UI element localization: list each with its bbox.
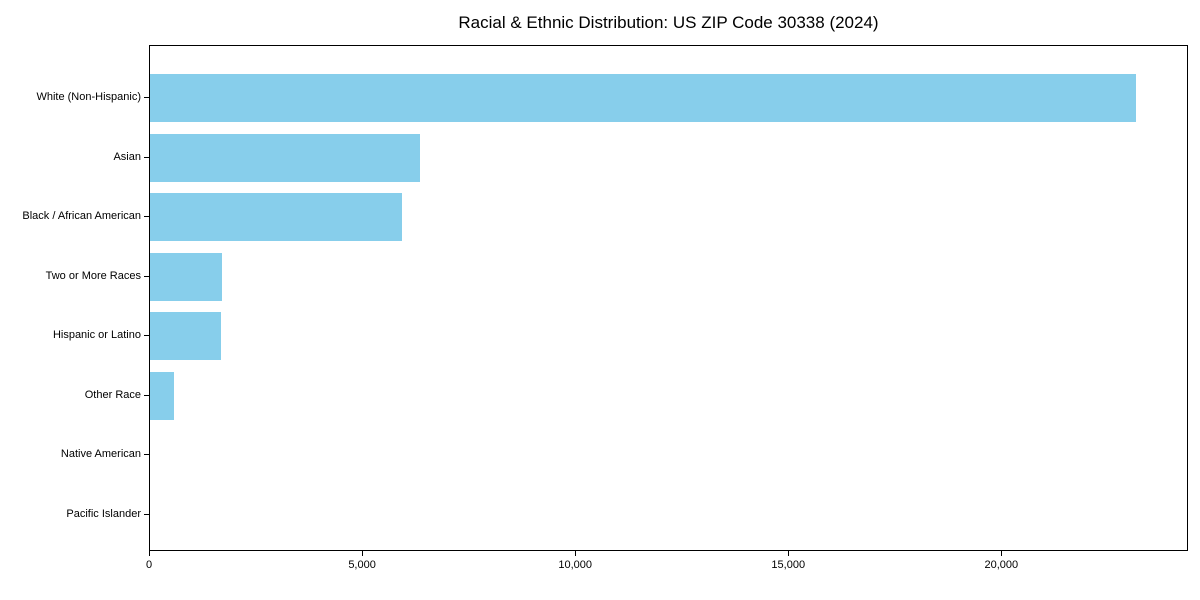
x-tick-mark bbox=[362, 551, 364, 556]
bar-black-african-american bbox=[150, 193, 402, 241]
y-tick-label: Pacific Islander bbox=[66, 507, 141, 520]
bar-other-race bbox=[150, 371, 175, 420]
x-tick-label: 20,000 bbox=[984, 559, 1019, 571]
bar-hispanic-or-latino bbox=[150, 312, 222, 360]
x-tick-mark bbox=[1001, 551, 1003, 556]
bar-white-non-hispanic bbox=[150, 74, 1136, 122]
y-tick-mark bbox=[144, 394, 149, 396]
bar-two-or-more-races bbox=[150, 252, 223, 301]
x-tick-label: 0 bbox=[145, 559, 153, 571]
y-tick-mark bbox=[144, 335, 149, 336]
y-tick-mark bbox=[144, 97, 149, 98]
y-tick-label: Asian bbox=[113, 150, 141, 163]
y-tick-mark bbox=[144, 454, 149, 455]
y-tick-label: Black / African American bbox=[22, 210, 141, 222]
bar-asian bbox=[150, 133, 420, 182]
y-tick-label: Other Race bbox=[84, 388, 141, 401]
chart-title: Racial & Ethnic Distribution: US ZIP Cod… bbox=[458, 13, 879, 32]
y-tick-label: Two or More Races bbox=[45, 269, 141, 282]
y-tick-mark bbox=[144, 216, 149, 217]
y-tick-mark bbox=[144, 275, 149, 277]
y-tick-mark bbox=[144, 513, 149, 515]
y-tick-label: White (Non-Hispanic) bbox=[36, 91, 141, 103]
y-tick-mark bbox=[144, 156, 149, 158]
x-tick-mark bbox=[788, 551, 790, 556]
x-tick-label: 5,000 bbox=[348, 559, 376, 571]
plot-area bbox=[149, 45, 1188, 551]
x-tick-label: 15,000 bbox=[771, 559, 806, 571]
x-tick-label: 10,000 bbox=[558, 559, 592, 571]
y-tick-label: Native American bbox=[60, 448, 141, 460]
x-tick-mark bbox=[575, 551, 577, 556]
x-tick-mark bbox=[149, 551, 150, 556]
y-tick-label: Hispanic or Latino bbox=[52, 329, 141, 341]
